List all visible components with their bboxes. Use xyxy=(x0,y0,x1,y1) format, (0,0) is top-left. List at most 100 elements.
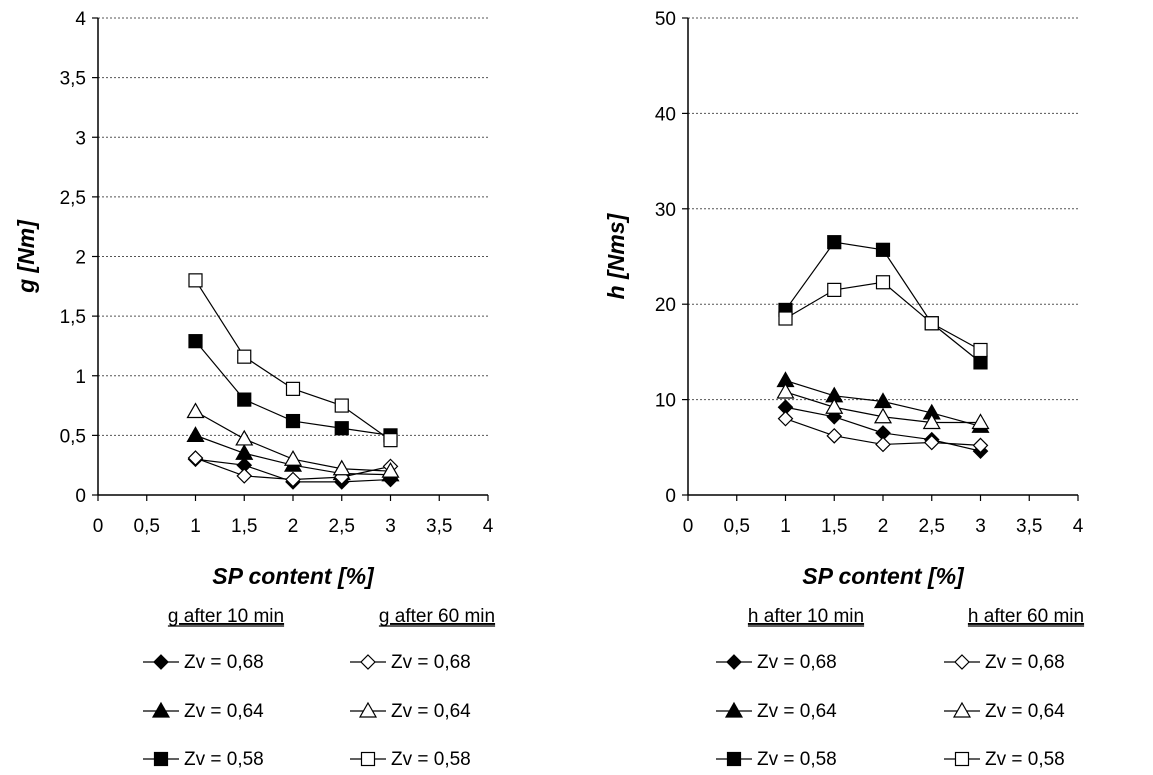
h-chart-data-point xyxy=(827,235,842,250)
g-chart-x-tick-label: 0,5 xyxy=(134,516,160,537)
g-chart-y-axis-title: g [Nm] xyxy=(13,219,39,294)
g-chart-x-tick-label: 3,5 xyxy=(426,516,452,537)
g-chart-legend-entry: Zv = 0,58 xyxy=(350,749,471,770)
g-chart-data-point xyxy=(285,381,301,396)
g-chart-data-point xyxy=(187,450,204,466)
g-chart: 0 0,5 1 1,5 2 2,5 3 3,5 4 0 0,5 1 1,5 2 2,5 3 3,5 4 SP con… xyxy=(13,9,496,770)
h-chart-legend-header: h after 10 min xyxy=(748,606,864,627)
h-chart-series-line xyxy=(785,241,981,363)
h-chart-series-4 xyxy=(776,382,990,430)
h-chart-legend-entry: Zv = 0,64 xyxy=(716,701,837,722)
h-chart-data-point xyxy=(972,437,989,454)
g-chart-y-tick-label: 0 xyxy=(75,486,86,507)
h-chart-x-tick-label: 3 xyxy=(975,516,986,537)
g-chart-legend-label: Zv = 0,64 xyxy=(391,701,471,722)
h-chart-series-5 xyxy=(778,275,988,358)
h-chart-series-line xyxy=(785,281,981,351)
g-chart-data-point xyxy=(334,421,349,436)
h-chart-y-axis-title: h [Nms] xyxy=(603,212,629,299)
g-chart-legend-entry: Zv = 0,68 xyxy=(143,652,264,673)
g-chart-x-tick-label: 1,5 xyxy=(231,516,257,537)
g-chart-legend-marker xyxy=(153,751,169,767)
h-chart-y-tick-label: 20 xyxy=(655,295,676,316)
g-chart-legend-label: Zv = 0,58 xyxy=(184,749,264,770)
g-chart-data-point xyxy=(332,459,351,476)
h-chart-legend-label: Zv = 0,68 xyxy=(985,652,1065,673)
h-chart-data-point xyxy=(875,242,891,257)
h-chart-legend-entry: Zv = 0,58 xyxy=(716,749,837,770)
g-chart-legend-label: Zv = 0,68 xyxy=(391,652,471,673)
h-chart-data-point xyxy=(971,413,990,430)
g-chart-x-tick-label: 0 xyxy=(93,516,104,537)
g-chart-legend-marker xyxy=(358,701,378,718)
h-chart-x-tick-label: 1,5 xyxy=(821,516,847,537)
h-chart-legend-marker xyxy=(952,701,972,718)
h-chart-data-point xyxy=(924,316,939,331)
h-chart-legend-marker xyxy=(954,751,970,767)
g-chart-data-point xyxy=(236,468,253,484)
g-chart-y-tick-label: 1,5 xyxy=(60,307,86,328)
h-chart-y-tick-label: 0 xyxy=(665,486,676,507)
g-chart-data-point xyxy=(381,461,400,478)
g-chart-y-tick-label: 4 xyxy=(75,9,86,30)
g-chart-data-point xyxy=(283,450,303,466)
g-chart-x-tick-label: 1 xyxy=(190,516,201,537)
h-chart-legend-marker xyxy=(954,654,970,670)
h-chart-x-tick-label: 0,5 xyxy=(724,516,750,537)
g-chart-data-point xyxy=(235,429,254,446)
h-chart-series-3 xyxy=(777,410,989,454)
g-chart-data-point xyxy=(235,444,254,460)
h-chart-x-tick-label: 2,5 xyxy=(919,516,945,537)
h-chart-data-point xyxy=(825,398,844,414)
h-chart-legend-entry: Zv = 0,68 xyxy=(944,652,1065,673)
g-chart-y-tick-label: 2 xyxy=(75,248,86,269)
g-chart-legend-entry: Zv = 0,64 xyxy=(143,701,264,722)
g-chart-data-point xyxy=(186,426,205,442)
g-chart-data-point xyxy=(383,433,398,448)
h-chart-data-point xyxy=(875,275,891,290)
g-chart-legend-marker xyxy=(153,654,169,670)
g-chart-data-point xyxy=(285,471,301,488)
h-chart-data-point xyxy=(922,413,941,430)
g-chart-series-5 xyxy=(188,273,398,448)
g-chart-data-point xyxy=(188,334,203,349)
h-chart-legend-marker xyxy=(726,654,742,670)
g-chart-data-point xyxy=(334,398,349,413)
h-chart-legend-label: Zv = 0,58 xyxy=(985,749,1065,770)
h-chart-legend-label: Zv = 0,58 xyxy=(757,749,837,770)
g-chart-data-point xyxy=(188,273,203,288)
h-chart-data-point xyxy=(777,410,794,427)
g-chart-y-tick-label: 1 xyxy=(75,367,86,388)
h-chart-y-tick-label: 10 xyxy=(655,391,676,412)
h-chart-x-tick-label: 2 xyxy=(878,516,889,537)
h-chart-data-point xyxy=(826,428,843,444)
g-chart-y-tick-label: 2,5 xyxy=(60,188,86,209)
g-chart-legend: g after 10 min g after 60 min Zv = 0,68 Zv … xyxy=(143,606,496,770)
h-chart-legend-header: h after 60 min xyxy=(968,606,1084,627)
h-chart-y-tick-label: 40 xyxy=(655,104,676,125)
g-chart-x-tick-label: 4 xyxy=(483,516,494,537)
h-chart-data-point xyxy=(973,355,988,370)
g-chart-legend-marker xyxy=(360,654,376,670)
h-chart-x-tick-label: 0 xyxy=(683,516,694,537)
h-chart-data-point xyxy=(923,434,940,451)
h-chart-legend-marker xyxy=(724,701,744,718)
g-chart-legend-entry: Zv = 0,58 xyxy=(143,749,264,770)
h-chart-data-point xyxy=(873,392,893,409)
g-chart-data-point xyxy=(237,349,252,364)
g-chart-data-point xyxy=(285,413,301,429)
g-chart-x-tick-label: 3 xyxy=(385,516,396,537)
g-chart-legend-entry: Zv = 0,64 xyxy=(350,701,471,722)
g-chart-legend-label: Zv = 0,58 xyxy=(391,749,471,770)
h-chart-y-tick-label: 30 xyxy=(655,200,676,221)
h-chart-data-point xyxy=(778,311,793,326)
h-chart-data-point xyxy=(875,436,891,453)
g-chart-legend-header: g after 10 min xyxy=(168,606,284,627)
g-chart-data-point xyxy=(237,392,252,407)
g-chart-series-4 xyxy=(186,402,400,478)
h-chart-legend-entry: Zv = 0,64 xyxy=(944,701,1065,722)
g-chart-y-tick-label: 0,5 xyxy=(60,426,86,447)
g-chart-legend-marker xyxy=(360,751,376,767)
h-chart: 0 10 20 30 40 50 0 0,5 1 1,5 2 2,5 3 3,5 4 SP content [… xyxy=(603,9,1085,770)
g-chart-legend-entry: Zv = 0,68 xyxy=(350,652,471,673)
